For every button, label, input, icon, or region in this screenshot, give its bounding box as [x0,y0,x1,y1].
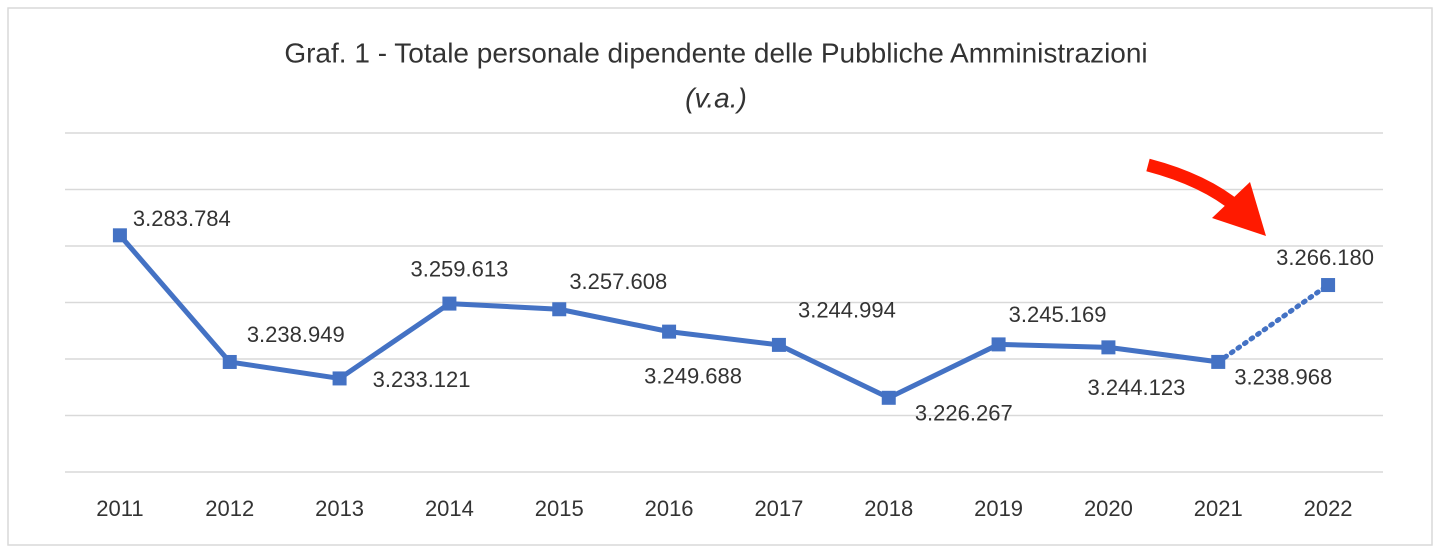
data-label: 3.238.968 [1234,365,1332,390]
marker [112,228,127,243]
x-tick-label: 2018 [864,496,913,521]
marker [332,371,347,386]
data-label: 3.283.784 [133,206,231,231]
x-tick-label: 2014 [425,496,474,521]
chart-frame [7,7,1433,546]
x-tick-label: 2016 [645,496,694,521]
x-tick-label: 2013 [315,496,364,521]
data-label: 3.257.608 [569,269,667,294]
marker [222,354,237,369]
marker [1321,278,1336,293]
arrow-head [1212,182,1266,236]
marker [662,324,677,339]
marker [1101,340,1116,355]
data-label: 3.244.123 [1087,375,1185,400]
data-label: 3.226.267 [915,401,1013,426]
data-label: 3.245.169 [1009,302,1107,327]
marker [442,296,457,311]
marker [991,337,1006,352]
x-tick-label: 2017 [754,496,803,521]
annotation-arrow [1146,158,1266,236]
marker [881,390,896,405]
chart-title: Graf. 1 - Totale personale dipendente de… [284,37,1147,68]
data-label: 3.233.121 [373,367,471,392]
x-tick-label: 2011 [96,496,143,521]
data-label: 3.244.994 [798,298,896,323]
x-tick-label: 2012 [205,496,254,521]
data-label: 3.238.949 [247,322,345,347]
marker [552,302,567,317]
data-label: 3.249.688 [644,363,742,388]
x-tick-label: 2019 [974,496,1023,521]
data-label: 3.266.180 [1276,245,1374,270]
marker [1211,354,1226,369]
marker [771,337,786,352]
data-label: 3.259.613 [410,256,508,281]
chart-subtitle: (v.a.) [685,82,747,113]
x-tick-label: 2021 [1194,496,1243,521]
x-tick-label: 2020 [1084,496,1133,521]
x-tick-label: 2022 [1304,496,1353,521]
x-tick-label: 2015 [535,496,584,521]
series-line-dotted [1215,282,1331,365]
